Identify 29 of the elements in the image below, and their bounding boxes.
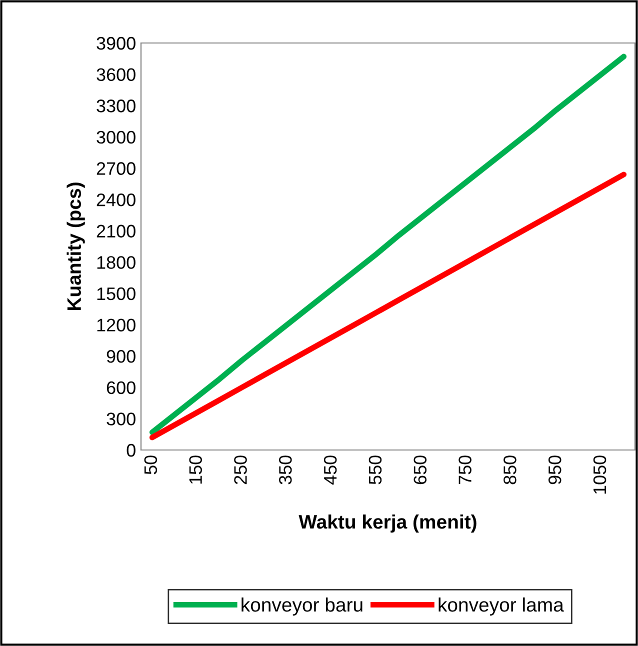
y-tick-label: 3900 — [96, 36, 136, 50]
y-tick-label: 2100 — [96, 224, 136, 238]
x-tick-label: 1050 — [593, 456, 606, 494]
x-tick-label: 350 — [279, 456, 292, 484]
legend-label: konveyor lama — [438, 597, 564, 616]
x-tick-label: 850 — [504, 456, 516, 484]
y-tick-label: 3600 — [96, 68, 136, 82]
x-tick-label: 150 — [189, 456, 202, 484]
y-tick-label: 3300 — [96, 100, 136, 112]
x-tick-label: 550 — [368, 456, 382, 484]
y-tick-label: 900 — [106, 350, 136, 363]
y-tick-label: 3000 — [96, 130, 136, 144]
x-axis-title: Waktu kerja (menit) — [298, 514, 476, 533]
y-tick-label: 0 — [126, 444, 136, 457]
x-tick-label: 750 — [458, 456, 472, 484]
y-tick-label: 2700 — [96, 162, 136, 175]
y-tick-label: 1800 — [97, 256, 136, 269]
x-tick-label: 450 — [324, 456, 337, 485]
y-tick-label: 300 — [106, 412, 136, 426]
y-tick-label: 2400 — [96, 193, 136, 206]
y-axis-title: Kuantity (pcs) — [66, 182, 85, 310]
x-tick-label: 50 — [144, 456, 158, 474]
y-tick-label: 1200 — [97, 318, 136, 332]
y-tick-label: 600 — [106, 381, 136, 394]
y-tick-label: 1500 — [97, 287, 136, 300]
legend-label: konveyor baru — [242, 597, 362, 616]
x-tick-label: 650 — [414, 456, 427, 484]
x-tick-label: 250 — [234, 456, 247, 484]
x-tick-label: 950 — [548, 456, 562, 484]
